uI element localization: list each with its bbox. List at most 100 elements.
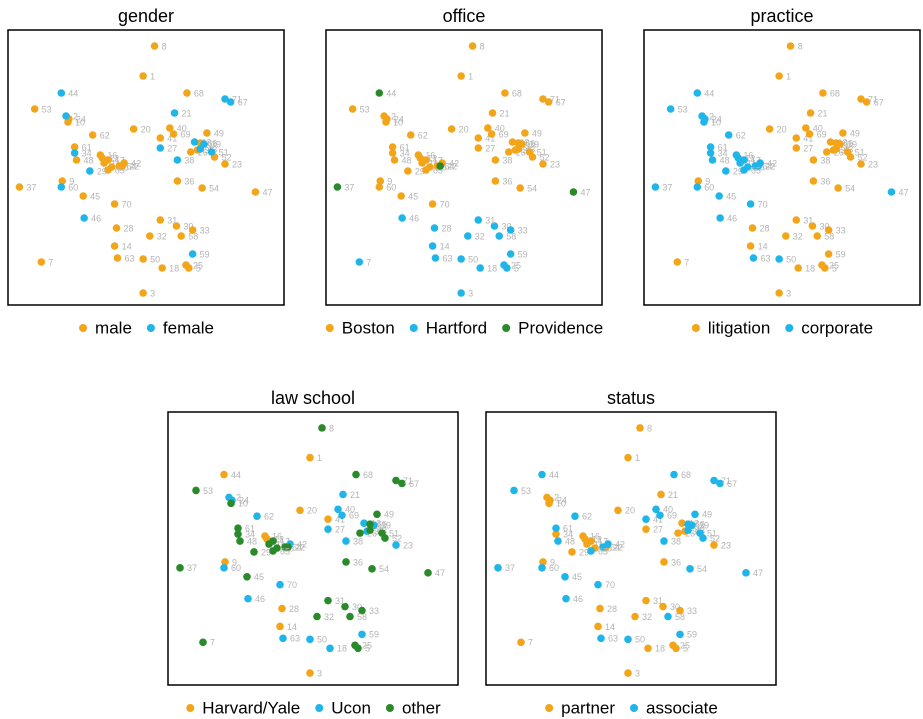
node-label: 9 [69,176,74,186]
node-label: 42 [131,158,141,168]
node [746,200,755,208]
node-label: 23 [232,159,242,169]
node-label: 69 [817,129,827,139]
node [190,138,199,146]
node [57,183,66,191]
node [832,139,841,147]
node-label: 47 [262,187,272,197]
node [351,641,359,650]
node-label: 54 [845,183,855,193]
node-label: 26 [516,147,526,157]
node-label: 46 [91,213,101,223]
node-label: 20 [625,506,635,516]
node [383,115,391,123]
node-label: 14 [758,241,768,251]
node [740,156,748,164]
node [313,612,321,621]
node [375,183,384,191]
node-label: 12 [427,153,437,163]
node [220,470,228,479]
node-label: 70 [605,580,615,590]
node-label: 41 [653,515,663,525]
node-label: 61 [718,142,728,152]
node-label: 58 [357,612,367,622]
node-label: 16 [272,531,282,541]
node [404,167,412,175]
node [839,129,847,137]
node-label: 2 [554,493,559,503]
node [37,258,46,266]
node [594,580,602,589]
node-label: 11 [429,158,438,168]
node-label: 70 [440,199,450,209]
node-label: 48 [565,536,575,546]
node [72,156,81,164]
node-label: 67 [874,97,884,107]
node-label: 12 [745,153,755,163]
node-label: 5 [196,263,201,273]
node-label: 59 [518,249,528,259]
node-label: 33 [836,225,846,235]
node-label: 45 [408,191,418,201]
node-label: 41 [485,133,495,143]
node [642,525,650,533]
node [597,634,605,643]
node [221,95,229,103]
node [392,541,400,549]
node [15,183,24,191]
node [857,160,865,168]
node [666,105,675,113]
node [468,42,477,50]
node [436,162,445,170]
node-label: 40 [345,505,355,515]
node [506,226,515,234]
node-label: 24 [394,114,404,124]
node [631,612,639,621]
node-label: 24 [76,114,86,124]
node-label: 71 [721,476,731,486]
node-label: 14 [605,622,615,632]
node-label: 9 [705,176,710,186]
node [368,565,376,573]
node [824,226,833,234]
node [517,638,525,647]
node-label: 70 [758,199,768,209]
panel-frame [325,29,603,306]
node [554,537,562,545]
node-label: 61 [400,142,410,152]
node [594,622,602,631]
node [706,149,715,157]
node-label: 30 [819,221,829,231]
node [333,183,342,191]
node-label: 44 [386,88,396,98]
node-label: 58 [824,231,834,241]
node [381,534,389,542]
node-label: 23 [721,540,731,550]
node-label: 30 [352,602,362,612]
panel-title: practice [750,6,813,26]
node-label: 5 [832,263,837,273]
node-label: 51 [855,147,865,157]
node-label: 33 [200,225,210,235]
node-label: 23 [868,159,878,169]
node [221,160,229,168]
node [182,261,190,269]
node [388,143,397,151]
node-label: 21 [500,108,510,118]
node-label: 17 [115,155,125,165]
node-label: 50 [786,254,796,264]
node [169,130,178,138]
node [198,184,206,192]
node [740,166,748,174]
node-label: 7 [684,257,689,267]
node-label: 60 [68,182,78,192]
node-label: 34 [563,529,573,539]
node [398,479,406,488]
node-label: 69 [349,511,359,521]
node-label: 10 [393,117,403,127]
node [826,138,835,146]
node [431,254,440,262]
node [199,638,207,647]
node [805,130,814,138]
node-label: 39 [211,139,221,149]
